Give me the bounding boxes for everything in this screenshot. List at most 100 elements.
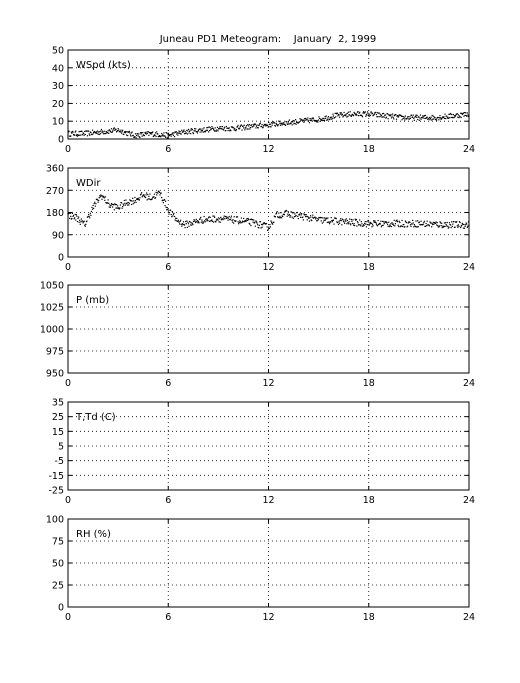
data-point [166,209,168,211]
data-point [377,219,379,222]
data-point [341,113,343,115]
data-point [382,224,384,226]
data-point [357,111,359,113]
data-point [101,198,103,200]
data-point [278,121,280,123]
data-point [272,223,274,225]
data-point [258,124,260,126]
data-point [215,219,217,221]
data-point [391,222,393,224]
y-tick-label: 10 [52,117,64,128]
data-point [321,222,323,224]
data-point [129,134,132,136]
data-point [362,111,365,113]
data-point [428,116,431,119]
data-point [205,218,207,220]
data-point [235,220,237,222]
data-point [109,206,111,208]
data-point [138,199,140,201]
data-point [127,201,129,204]
data-point [135,201,137,204]
data-point [274,216,277,218]
data-point [416,226,418,228]
data-point [409,117,412,120]
data-point [250,224,252,227]
data-point [166,137,168,139]
data-point [451,113,453,116]
data-point [463,227,466,229]
data-point [248,125,250,127]
data-point [340,220,342,222]
data-point [85,223,87,225]
data-point [95,203,97,205]
data-point [128,202,130,204]
y-tick-label: 50 [52,559,64,570]
data-point [245,220,247,223]
y-tick-label: 20 [52,99,64,110]
data-point [402,115,404,118]
data-point [100,194,102,196]
data-point [246,124,249,126]
y-tick-label: 30 [52,81,64,92]
data-point [457,224,460,226]
data-point [183,224,186,226]
data-point [183,133,186,135]
data-point [205,129,207,131]
data-point [129,132,131,134]
data-point [92,204,94,207]
data-point [178,132,181,134]
data-point [181,223,183,225]
data-point [175,217,177,219]
data-point [260,223,263,226]
data-point [162,199,164,201]
x-tick-label: 12 [262,262,274,273]
data-point [263,222,265,224]
data-point [130,135,132,137]
data-point [339,219,341,222]
data-point [191,128,193,130]
data-point [325,117,327,119]
data-point [193,219,195,221]
data-point [187,223,190,225]
data-point [207,126,209,129]
data-point [468,115,470,117]
data-point [126,202,128,204]
data-point [357,115,360,117]
data-point [286,210,288,212]
data-point [320,220,322,222]
data-point [154,132,157,134]
data-point [306,219,308,221]
data-point [104,196,106,198]
data-point [299,118,301,120]
data-point [200,129,202,131]
data-point [396,115,398,117]
data-point [120,202,123,204]
data-point [155,191,157,193]
data-point [114,129,116,131]
data-point [94,201,96,203]
data-point [150,131,152,134]
data-point [235,129,238,131]
data-point [449,224,452,226]
data-point [250,124,253,126]
data-point [446,115,448,117]
y-tick-label: 0 [58,603,64,614]
data-point [119,204,122,206]
data-point [297,217,299,220]
data-point [117,205,119,207]
data-point [442,225,444,227]
data-point [248,219,250,221]
data-point [467,115,470,118]
data-point [221,126,224,128]
data-point [379,223,381,225]
data-point [368,115,370,117]
data-point [160,192,162,194]
data-point [134,133,137,135]
data-point [144,132,146,134]
data-point [176,217,178,220]
data-point [153,135,155,137]
data-point [293,120,296,122]
data-point [84,225,86,227]
data-point [386,223,389,225]
data-point [219,126,221,128]
